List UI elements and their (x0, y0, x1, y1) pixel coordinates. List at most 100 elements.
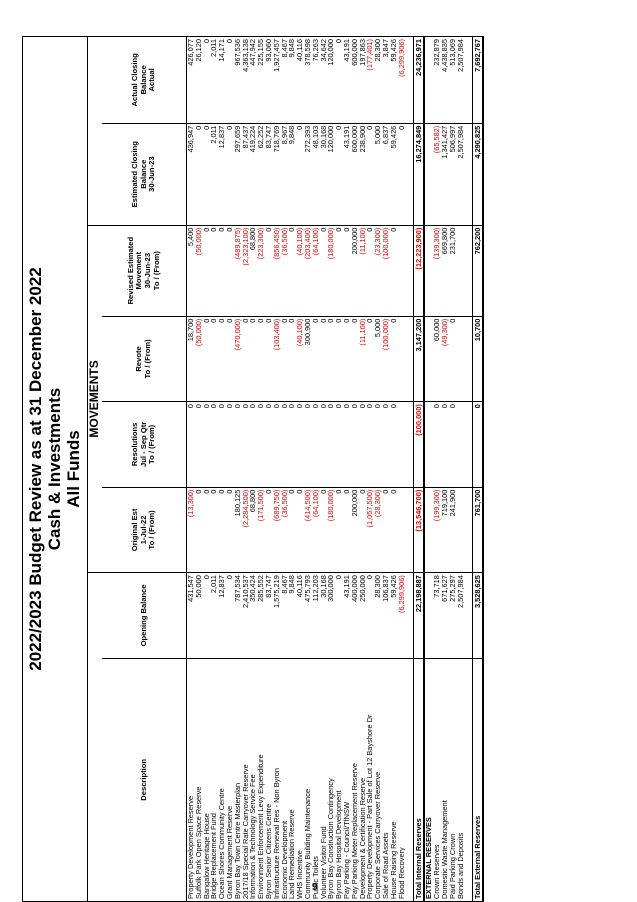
spacer-cell (405, 572, 414, 659)
row-value: 0 (264, 487, 273, 573)
row-value: 0 (374, 401, 382, 488)
row-value: 0 (288, 401, 297, 488)
table-row: Suffolk Park Open Space Reserve50,00000(… (194, 36, 203, 902)
row-description: Sale of Road Assets (381, 658, 390, 902)
row-value: (100,000) (413, 401, 425, 488)
row-value: (2,284,500) (241, 487, 250, 573)
row-value: 34,642 (319, 36, 328, 124)
spacer-cell (464, 572, 473, 659)
row-description: Bangalow Heritage House (202, 658, 211, 902)
row-value: 2,011 (210, 123, 219, 226)
rotated-table-container: 2022/2023 Budget Review as at 31 Decembe… (22, 36, 622, 902)
column-revised-movement: Revised Estimated Movement 30-Jun-23 To / (… (102, 225, 187, 317)
spacer-cell (405, 487, 414, 573)
row-value: 43,191 (342, 123, 351, 226)
row-value: 0 (210, 401, 219, 488)
row-value: 28,300 (374, 36, 382, 124)
row-value: 200,000 (350, 487, 359, 573)
row-value: 718,769 (272, 123, 281, 226)
row-description: Flood Recovery (397, 658, 406, 902)
column-revote-line: To / (From) (143, 339, 152, 379)
row-description: Volunteer Visitor Fund (319, 658, 328, 902)
row-value: 0 (249, 316, 258, 402)
row-value: 0 (327, 316, 336, 402)
spacer-cell (464, 401, 473, 488)
row-value: 0 (233, 401, 242, 488)
row-value: 0 (288, 316, 297, 402)
row-value: 83,747 (264, 123, 273, 226)
table-row: Pay Parking - Council/TfNSW43,191000043,… (342, 36, 351, 902)
row-value: (180,000) (327, 487, 336, 573)
row-value: 0 (249, 401, 258, 488)
row-value: (414,500) (303, 487, 312, 573)
row-value: 87,437 (241, 123, 250, 226)
row-value: 447,942 (249, 36, 258, 124)
table-row: Crown Reserves73,718(199,300)060,000(139… (433, 36, 441, 902)
row-value: (203,400) (303, 225, 312, 317)
row-value: 0 (225, 572, 234, 659)
row-value: 59,426 (389, 36, 398, 124)
row-value: 0 (202, 225, 211, 317)
row-description: Crown Reserves (433, 658, 441, 902)
row-value: (23,300) (374, 225, 382, 317)
row-value: 0 (202, 401, 211, 488)
row-value: (11,100) (358, 225, 367, 317)
row-value: 14,171 (218, 36, 226, 124)
spacer-cell (405, 123, 414, 226)
heading-spacer-cell (424, 36, 434, 124)
row-value: 12,837 (218, 123, 226, 226)
row-value: (103,400) (272, 316, 281, 402)
row-value: 0 (342, 401, 351, 488)
spacer-row (405, 36, 414, 902)
row-value: 0 (358, 401, 367, 488)
row-value: 0 (210, 225, 219, 317)
column-opening-balance-line: Opening Balance (138, 584, 148, 647)
row-value (456, 225, 465, 317)
table-row: Information & Technology Service Fee350,… (249, 36, 258, 902)
budget-table: 2022/2023 Budget Review as at 31 Decembe… (22, 36, 484, 902)
row-value: (28,300) (374, 487, 382, 573)
row-description: 2017/18 Special Rate Carryover Reserve (241, 658, 250, 902)
row-value: 59,426 (389, 572, 398, 659)
column-revote: Revote To / (From) (102, 316, 187, 402)
row-description: Byron Senior Citizens Centre (264, 658, 273, 902)
row-value: 0 (311, 401, 320, 488)
row-value: 0 (202, 316, 211, 402)
external-heading-row: EXTERNAL RESERVES (424, 36, 434, 902)
row-value (456, 316, 465, 402)
row-value: 68,800 (249, 225, 258, 317)
table-row: House Raising Reserve59,426000059,42659,… (389, 36, 398, 902)
row-value: (223,300) (257, 225, 265, 317)
row-value: 0 (448, 401, 457, 488)
spacer-row (464, 36, 473, 902)
table-row: Corporate Services Carryover Reserve 28,3… (374, 36, 382, 902)
row-value: 83,747 (264, 572, 273, 659)
row-value: 0 (389, 225, 398, 317)
row-value: 0 (241, 401, 250, 488)
row-value: 8,967 (280, 123, 289, 226)
title-block: 2022/2023 Budget Review as at 31 Decembe… (22, 36, 88, 902)
row-value: 272,393 (303, 123, 312, 226)
column-estimated-closing-line: 30-Jun-23 (147, 156, 157, 192)
row-value: 0 (366, 225, 375, 317)
row-value (397, 225, 406, 317)
row-value: 600,000 (350, 36, 359, 124)
row-value: 0 (202, 487, 211, 573)
table-row: Grant Management Reserve0000000 (225, 36, 234, 902)
row-value: 106,837 (381, 572, 390, 659)
row-value: 0 (327, 401, 336, 488)
column-revised-movement-line: To / (From) (151, 251, 161, 291)
row-value: 3,147,200 (413, 316, 425, 402)
row-value (397, 487, 406, 573)
row-value: 3,847 (381, 36, 390, 124)
row-value: 0 (448, 316, 457, 402)
row-description: Infrastructure Renewal Res - Non Byron (272, 658, 281, 902)
row-value: 22,198,887 (413, 572, 425, 659)
table-row: Infrastructure Renewal Res - Non Byron1,… (272, 36, 281, 902)
table-row: Bangalow Heritage House0000000 (202, 36, 211, 902)
row-value: 7,692,767 (472, 36, 484, 124)
table-row: Domestic Waste Management671,627719,1000… (440, 36, 449, 902)
row-description: Byron Bay Town Centre Masterplan (233, 658, 242, 902)
row-value: 73,718 (433, 572, 441, 659)
row-value: 112,203 (311, 572, 320, 659)
